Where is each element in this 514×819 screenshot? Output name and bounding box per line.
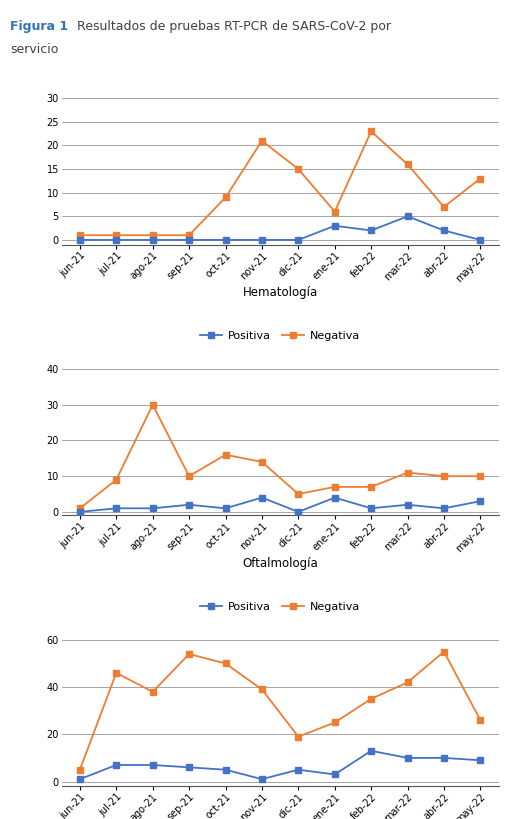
Negativa: [77, 765, 83, 775]
Negativa: [259, 136, 265, 146]
Negativa: [295, 731, 301, 741]
Negativa: [259, 685, 265, 695]
Positiva: [405, 753, 411, 762]
Line: Positiva: Positiva: [77, 748, 483, 782]
Positiva: [368, 746, 374, 756]
Positiva: [478, 755, 484, 765]
Negativa: [405, 160, 411, 170]
Negativa: [405, 468, 411, 477]
Positiva: [405, 211, 411, 221]
Negativa: [478, 174, 484, 183]
Negativa: [441, 471, 447, 481]
Positiva: [368, 225, 374, 235]
Positiva: [223, 765, 229, 775]
Positiva: [259, 235, 265, 245]
Negativa: [150, 230, 156, 240]
Negativa: [295, 164, 301, 174]
Text: Resultados de pruebas RT-PCR de SARS-CoV-2 por: Resultados de pruebas RT-PCR de SARS-CoV…: [73, 20, 391, 34]
Positiva: [259, 493, 265, 503]
Positiva: [150, 235, 156, 245]
Positiva: [113, 504, 119, 514]
Positiva: [113, 760, 119, 770]
Positiva: [77, 774, 83, 784]
Positiva: [332, 770, 338, 780]
Negativa: [478, 471, 484, 481]
X-axis label: Oftalmología: Oftalmología: [242, 557, 318, 570]
Negativa: [259, 457, 265, 467]
Negativa: [223, 658, 229, 668]
Negativa: [441, 202, 447, 212]
Negativa: [368, 482, 374, 491]
Negativa: [295, 489, 301, 499]
X-axis label: Hematología: Hematología: [243, 287, 318, 299]
Negativa: [113, 668, 119, 678]
Negativa: [368, 694, 374, 704]
Positiva: [478, 496, 484, 506]
Negativa: [150, 400, 156, 410]
Positiva: [150, 504, 156, 514]
Text: Figura 1: Figura 1: [10, 20, 68, 34]
Positiva: [186, 500, 192, 509]
Positiva: [441, 504, 447, 514]
Positiva: [77, 507, 83, 517]
Positiva: [223, 235, 229, 245]
Positiva: [295, 235, 301, 245]
Negativa: [77, 504, 83, 514]
Negativa: [186, 649, 192, 659]
Negativa: [186, 230, 192, 240]
Line: Negativa: Negativa: [77, 129, 483, 238]
Positiva: [186, 235, 192, 245]
Positiva: [259, 774, 265, 784]
Positiva: [368, 504, 374, 514]
Negativa: [223, 192, 229, 202]
Negativa: [150, 687, 156, 697]
Positiva: [77, 235, 83, 245]
Positiva: [332, 221, 338, 231]
Positiva: [186, 762, 192, 772]
Positiva: [441, 225, 447, 235]
Negativa: [77, 230, 83, 240]
Positiva: [295, 507, 301, 517]
Line: Negativa: Negativa: [77, 649, 483, 772]
Negativa: [113, 475, 119, 485]
Positiva: [405, 500, 411, 509]
Positiva: [223, 504, 229, 514]
Legend: Positiva, Negativa: Positiva, Negativa: [196, 597, 364, 616]
Negativa: [113, 230, 119, 240]
Line: Negativa: Negativa: [77, 402, 483, 511]
Positiva: [478, 235, 484, 245]
Negativa: [332, 717, 338, 727]
Positiva: [441, 753, 447, 762]
Negativa: [223, 450, 229, 459]
Positiva: [332, 493, 338, 503]
Negativa: [332, 206, 338, 216]
Negativa: [368, 126, 374, 136]
Text: servicio: servicio: [10, 43, 59, 56]
Line: Positiva: Positiva: [77, 214, 483, 242]
Positiva: [150, 760, 156, 770]
Negativa: [478, 715, 484, 725]
Positiva: [295, 765, 301, 775]
Positiva: [113, 235, 119, 245]
Legend: Positiva, Negativa: Positiva, Negativa: [196, 326, 364, 346]
Negativa: [441, 647, 447, 657]
Negativa: [186, 471, 192, 481]
Negativa: [332, 482, 338, 491]
Negativa: [405, 677, 411, 687]
Line: Positiva: Positiva: [77, 495, 483, 514]
